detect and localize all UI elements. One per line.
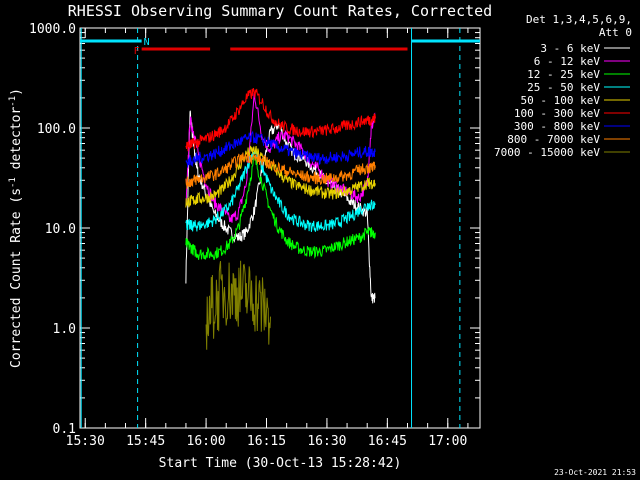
observing-flags: FN — [80, 28, 480, 428]
x-tick-label: 15:30 — [66, 434, 105, 449]
y-axis-label: Corrected Count Rate (s-1 detector-1) — [8, 88, 24, 368]
chart-title: RHESSI Observing Summary Count Rates, Co… — [68, 2, 492, 20]
x-tick-label: 17:00 — [428, 434, 467, 449]
series-line-50-100-kev — [185, 145, 376, 208]
y-tick-label: 1.0 — [53, 322, 76, 337]
legend-label: 6 - 12 keV — [534, 55, 601, 68]
flare-flag-label: F — [134, 46, 140, 57]
x-tick-label: 16:30 — [307, 434, 346, 449]
y-tick-label: 10.0 — [45, 222, 76, 237]
legend-label: 25 - 50 keV — [527, 81, 600, 94]
series-line-100-300-kev — [185, 87, 376, 152]
y-tick-label: 1000.0 — [29, 22, 76, 37]
date-stamp: 23-Oct-2021 21:53 — [554, 468, 636, 477]
y-label-mid: detector — [9, 107, 24, 178]
series-line-25-50-kev — [185, 150, 376, 232]
x-tick-label: 16:15 — [247, 434, 286, 449]
y-tick-label: 0.1 — [53, 422, 76, 437]
y-label-exp1: -1 — [8, 177, 18, 188]
y-label-exp2: -1 — [8, 96, 18, 107]
legend-label: 100 - 300 keV — [514, 107, 600, 120]
legend-label: 50 - 100 keV — [521, 94, 601, 107]
series-line-6-12-kev — [185, 92, 376, 223]
series-line-7000-15000-kev — [205, 260, 271, 350]
night-flag-label: N — [144, 37, 150, 48]
legend-label: 7000 - 15000 keV — [494, 146, 600, 159]
y-label-end: ) — [9, 88, 24, 96]
legend-label: 300 - 800 keV — [514, 120, 600, 133]
legend-header: Det 1,3,4,5,6,9, — [526, 13, 632, 26]
legend-label: 800 - 7000 keV — [507, 133, 600, 146]
series-line-800-7000-kev — [185, 151, 376, 189]
legend-label: 12 - 25 keV — [527, 68, 600, 81]
y-label-main: Corrected Count Rate (s — [9, 188, 24, 368]
tick-labels: 15:30 15:45 16:00 16:15 16:30 16:45 17:00 0.1 1.… — [29, 22, 467, 449]
x-axis-label: Start Time (30-Oct-13 15:28:42) — [159, 456, 402, 471]
series-group — [185, 87, 376, 350]
x-tick-label: 15:45 — [126, 434, 165, 449]
series-line-300-800-kev — [185, 130, 376, 168]
x-tick-label: 16:45 — [368, 434, 407, 449]
series-line-12-25-kev — [185, 155, 376, 261]
legend-label: 3 - 6 keV — [540, 42, 600, 55]
y-tick-label: 100.0 — [37, 122, 76, 137]
x-tick-label: 16:00 — [187, 434, 226, 449]
legend-att: Att 0 — [599, 26, 632, 39]
